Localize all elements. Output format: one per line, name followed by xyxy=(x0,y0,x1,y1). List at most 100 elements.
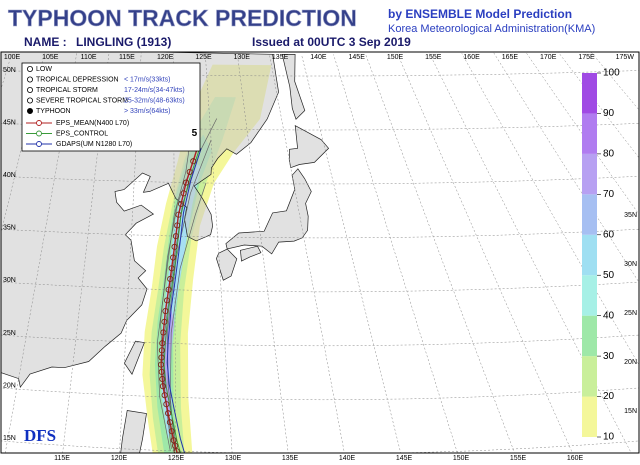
parallel xyxy=(1,228,639,239)
legend: LOW TROPICAL DEPRESSION < 17m/s(33kts) TROP… xyxy=(21,62,201,152)
lon-label: 120E xyxy=(111,455,128,462)
track-point xyxy=(163,401,170,408)
lon-label: 165E xyxy=(502,54,519,61)
meridian xyxy=(429,53,632,453)
lon-label: 115E xyxy=(54,455,70,462)
parallel xyxy=(1,281,639,293)
lon-label: 140E xyxy=(310,54,327,61)
lon-label: 125E xyxy=(168,455,185,462)
logo: DFS xyxy=(24,426,56,445)
colorbar-label: 10 xyxy=(603,432,615,443)
gdaps-track xyxy=(166,148,202,453)
colorbar-label: 60 xyxy=(603,229,615,240)
legend-symbol xyxy=(26,108,33,115)
colorbar-band xyxy=(582,234,597,276)
member-track xyxy=(156,128,193,451)
typhoon-name: LINGLING (1913) xyxy=(76,35,171,49)
legend-label: EPS_MEAN(N400 L70) xyxy=(56,120,129,127)
lat-label: 20N xyxy=(3,382,16,389)
lat-label: 15N xyxy=(3,435,16,442)
legend-symbol xyxy=(26,66,33,73)
meridian xyxy=(333,54,458,453)
lon-label: 170E xyxy=(540,54,557,61)
lat-label: 35N xyxy=(3,225,16,232)
track-point xyxy=(162,308,169,315)
colorbar-label: 20 xyxy=(603,391,615,402)
track-point xyxy=(158,368,165,375)
meridian xyxy=(301,54,401,453)
legend-symbol xyxy=(36,120,42,126)
lon-label: 145E xyxy=(349,54,366,61)
lon-label: 120E xyxy=(157,54,174,61)
track-point xyxy=(158,361,165,368)
legend-label: TROPICAL DEPRESSION xyxy=(36,76,119,83)
legend-label: EPS_CONTROL xyxy=(56,130,108,137)
control-track xyxy=(163,150,200,453)
track-point xyxy=(180,190,187,197)
subtitle: Korea Meteorological Administration(KMA) xyxy=(388,23,595,35)
colorbar-band xyxy=(582,153,597,195)
parallel xyxy=(1,70,639,77)
track-point xyxy=(158,347,165,354)
lon-label: 160E xyxy=(567,455,584,462)
colorbar-band xyxy=(582,73,597,114)
lon-label: 105E xyxy=(42,54,59,61)
meridian xyxy=(397,54,573,453)
lon-label: 140E xyxy=(339,455,356,462)
colorbar-band xyxy=(582,396,597,437)
lon-label: 150E xyxy=(387,54,404,61)
track-point xyxy=(172,233,179,240)
lat-label: 40N xyxy=(3,172,16,179)
land xyxy=(288,124,330,169)
land xyxy=(240,245,262,262)
legend-symbol xyxy=(26,97,33,104)
track-point xyxy=(158,354,165,361)
legend-label: LOW xyxy=(36,66,52,73)
track-point xyxy=(183,179,190,186)
colorbar-label: 100 xyxy=(603,68,620,79)
legend-label: TYPHOON xyxy=(36,108,71,115)
land xyxy=(281,54,306,120)
lon-label: 130E xyxy=(225,455,242,462)
lon-label: 125E xyxy=(195,54,212,61)
track-point xyxy=(186,168,193,175)
lon-label: 110E xyxy=(81,54,97,61)
lon-label: 155E xyxy=(510,455,527,462)
land xyxy=(216,248,238,281)
lon-label: 150E xyxy=(453,455,470,462)
track-point xyxy=(175,211,182,218)
legend-symbol xyxy=(26,87,33,94)
parallel xyxy=(1,123,639,131)
lon-label: 175E xyxy=(578,54,595,61)
meridian xyxy=(205,53,233,453)
track-point xyxy=(159,340,166,347)
colorbar-band xyxy=(582,194,597,235)
track-point xyxy=(170,437,177,444)
colorbar-band xyxy=(582,356,597,397)
colorbar-label: 40 xyxy=(603,310,615,321)
track-point xyxy=(170,254,177,261)
colorbar-label: 80 xyxy=(603,149,615,160)
track-point xyxy=(174,222,181,229)
track-point xyxy=(168,265,175,272)
legend-symbol xyxy=(26,76,33,83)
colorbar-band xyxy=(582,315,597,357)
colorbar-label: 30 xyxy=(603,351,615,362)
track-point xyxy=(190,158,197,165)
meridian xyxy=(237,54,289,453)
track-point xyxy=(161,318,168,325)
track-point xyxy=(171,243,178,250)
legend-range: 17-24m/s(34-47kts) xyxy=(124,87,185,94)
track-point xyxy=(159,375,166,383)
legend-symbol xyxy=(36,141,42,147)
legend-symbol xyxy=(36,130,42,137)
land xyxy=(120,410,147,453)
meridian xyxy=(269,54,345,453)
track-point xyxy=(166,419,173,426)
track-point xyxy=(178,200,185,208)
issue-time: Issued at 00UTC 3 Sep 2019 xyxy=(252,35,411,49)
lat-label: 25N xyxy=(624,310,637,317)
lon-label: 135E xyxy=(272,54,289,61)
legend-label: GDAPS(UM N1280 L70) xyxy=(56,141,132,148)
